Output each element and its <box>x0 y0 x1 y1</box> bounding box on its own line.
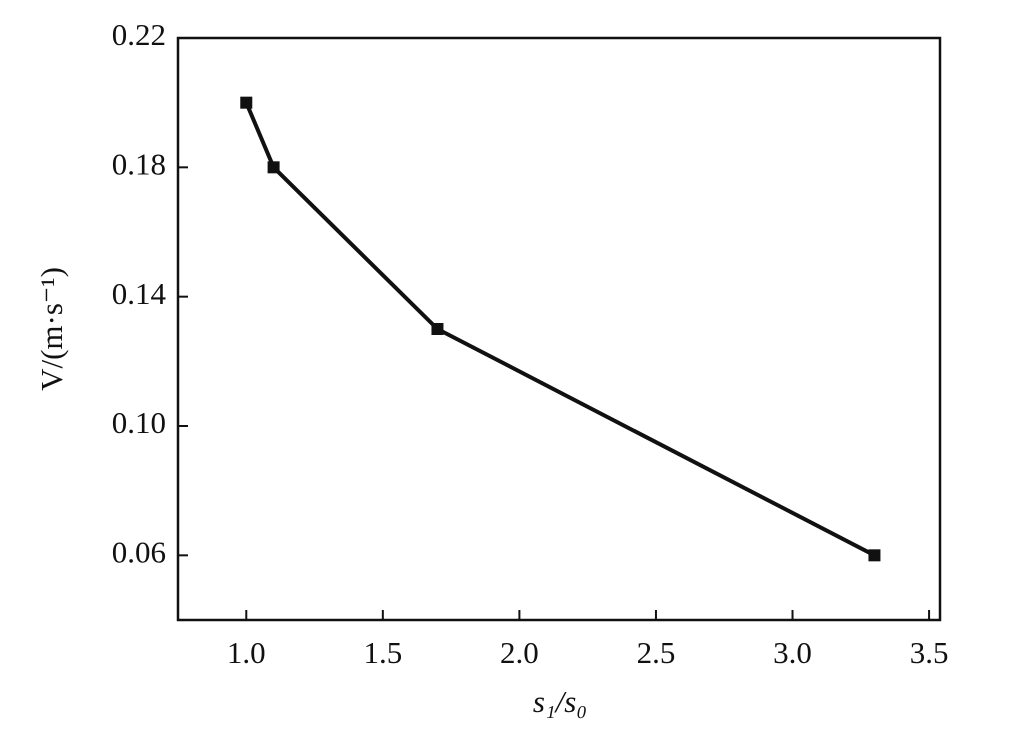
y-axis-label: V/(m·s⁻¹) <box>34 267 69 391</box>
x-axis-label: s₁/s₀ <box>533 684 587 719</box>
y-tick-label: 0.22 <box>112 17 166 52</box>
data-point <box>431 323 444 335</box>
y-tick-label: 0.06 <box>112 534 166 569</box>
y-tick-label: 0.14 <box>112 276 167 311</box>
y-tick-label: 0.18 <box>112 146 166 181</box>
data-line <box>244 101 876 558</box>
x-tick-label: 1.0 <box>227 635 266 670</box>
x-tick-label: 3.5 <box>910 635 949 670</box>
x-tick-label: 2.0 <box>500 635 539 670</box>
data-point <box>868 549 881 562</box>
x-tick-label: 1.5 <box>363 635 402 670</box>
x-tick-label: 2.5 <box>637 635 676 670</box>
y-tick-label: 0.10 <box>112 405 166 440</box>
data-point <box>240 96 253 109</box>
plot-frame <box>176 36 942 622</box>
data-point <box>267 161 280 174</box>
x-tick-label: 3.0 <box>773 635 812 670</box>
